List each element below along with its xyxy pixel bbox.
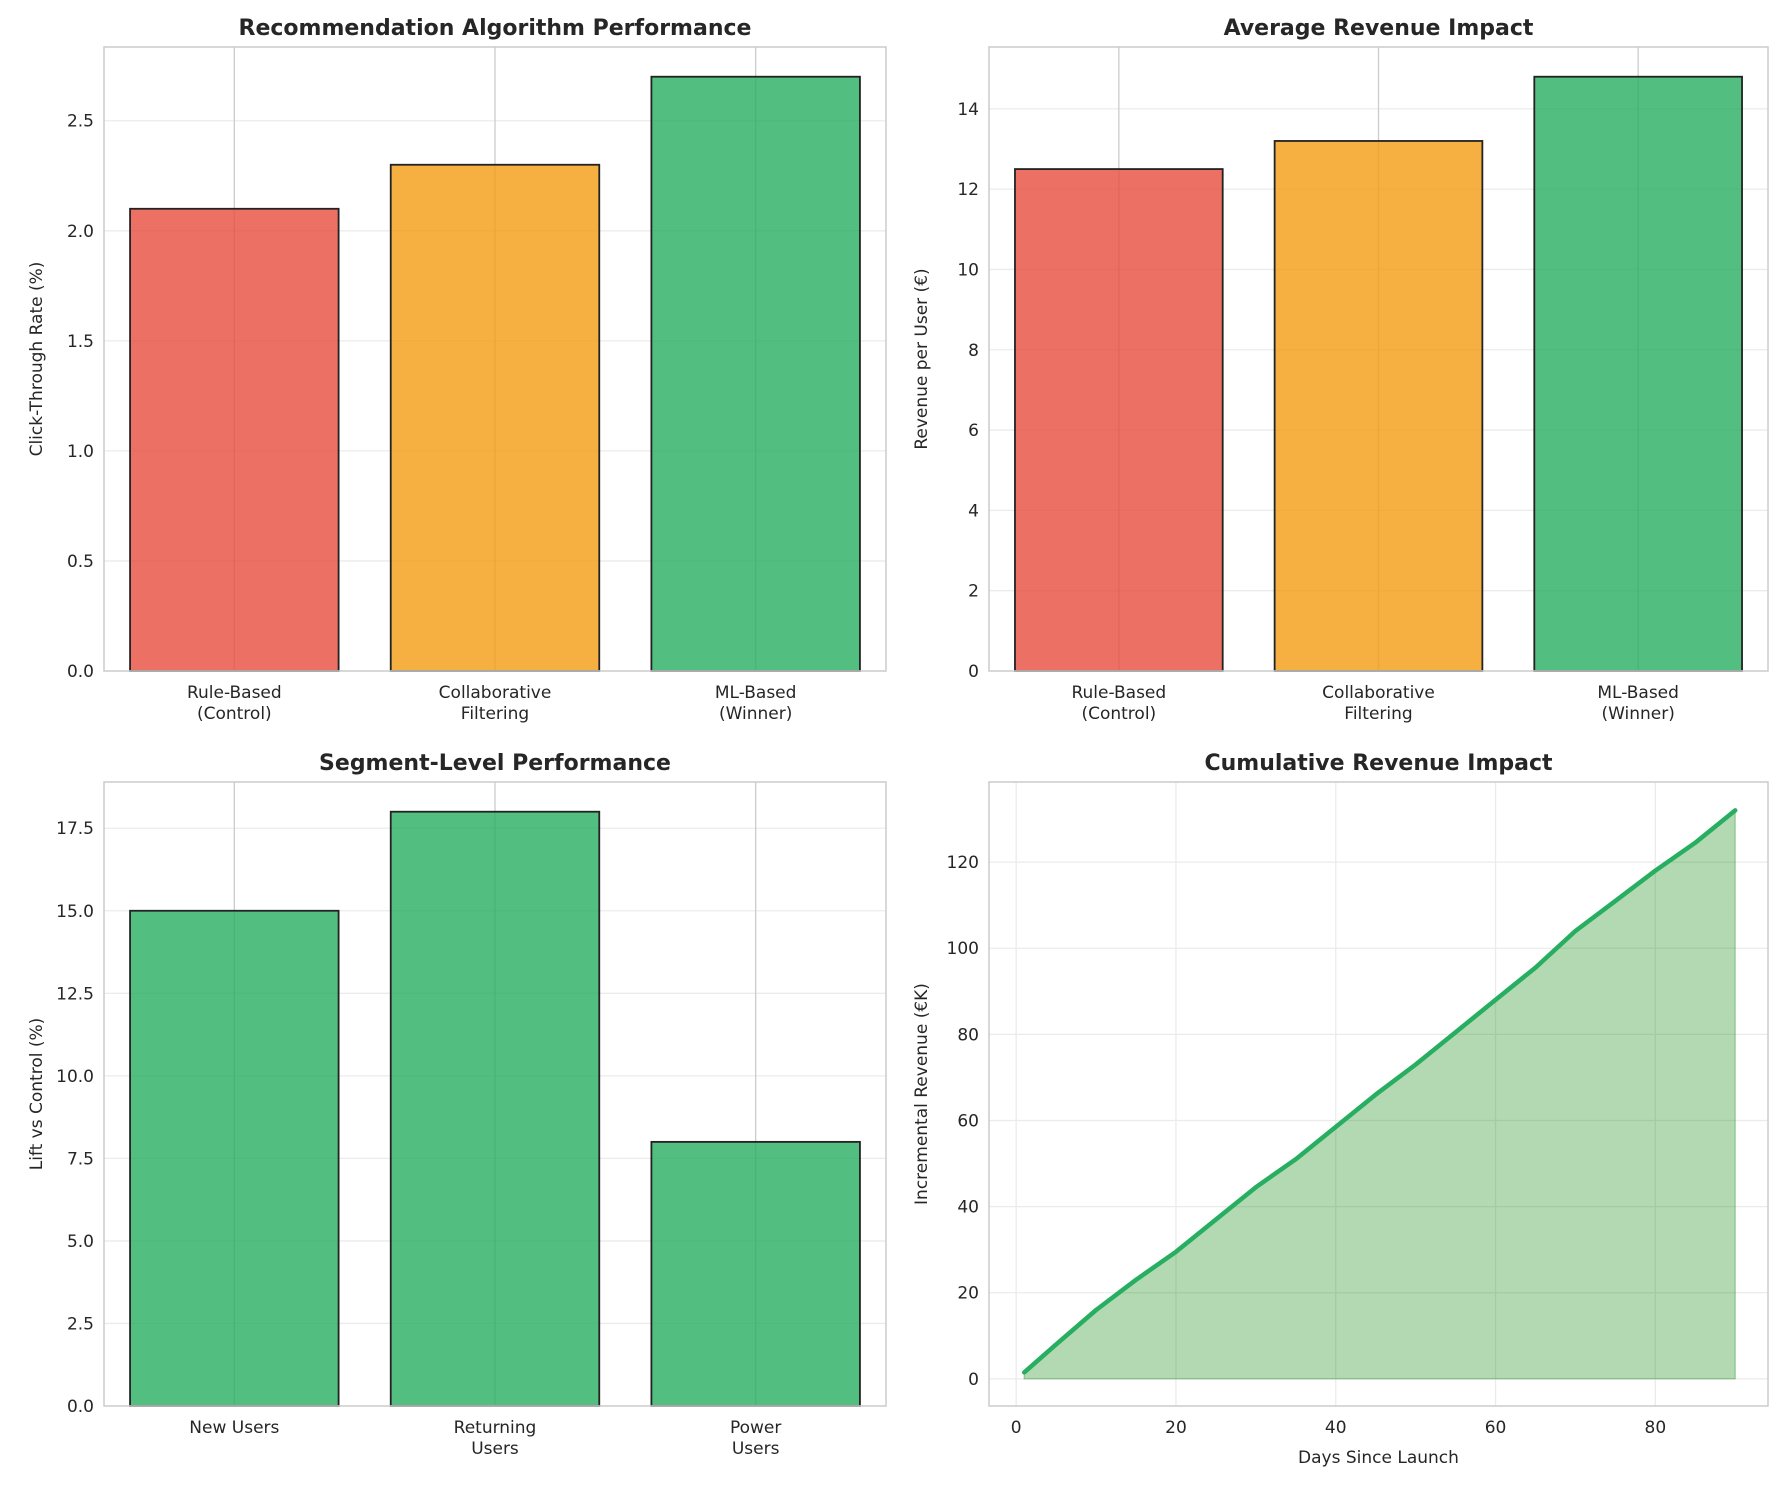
x-tick-label-line: New Users [189,1418,279,1438]
x-tick-label: New Users [189,1418,279,1438]
bar [1533,75,1743,672]
y-tick-label: 5.0 [67,1232,94,1252]
x-tick-label: 20 [1165,1418,1187,1438]
x-tick-label-line: (Winner) [719,704,792,724]
axes-frame [988,46,1769,672]
y-axis-label: Incremental Revenue (€K) [912,983,932,1205]
x-tick-label-line: Filtering [1344,704,1412,724]
y-tick-label: 6 [968,421,979,441]
y-tick-label: 20 [957,1284,979,1304]
x-tick-label-line: Collaborative [1322,683,1435,703]
y-tick-label: 1.0 [67,442,94,462]
chart-title: Average Revenue Impact [1224,16,1534,41]
x-tick-label-line: (Control) [197,704,272,724]
y-tick-label: 100 [947,939,979,959]
chart-panel-4: 0 20 40 60 80 100 120 0 20 40 60 80 Days Since Launc… [912,751,1769,1468]
y-tick-label: 12 [957,180,979,200]
x-tick-label-line: Filtering [461,704,529,724]
axes-frame [103,781,887,1407]
bar [650,1140,861,1407]
y-tick-label: 1.5 [67,332,94,352]
x-tick-label-line: Users [471,1439,519,1459]
x-tick-label: Collaborative Filtering [439,683,552,724]
y-tick-label: 0 [968,1370,979,1390]
axes-frame [103,46,887,672]
y-tick-label: 60 [957,1111,979,1131]
bar [389,163,601,672]
x-tick-label-line: Users [732,1439,780,1459]
y-tick-label: 0.0 [67,662,94,682]
x-tick-label-line: (Control) [1081,704,1156,724]
x-tick-label: Rule-Based (Control) [1071,683,1166,724]
y-tick-label: 15.0 [56,902,94,922]
x-tick-label: 0 [1011,1418,1022,1438]
y-tick-label: 0.0 [67,1397,94,1417]
x-tick-label: Power Users [730,1418,781,1459]
x-tick-label-line: ML-Based [715,683,797,703]
bar [129,207,340,672]
x-tick-label-line: ML-Based [1597,683,1679,703]
chart-title: Cumulative Revenue Impact [1204,751,1553,776]
bar [129,909,340,1407]
x-tick-label: Rule-Based (Control) [187,683,282,724]
y-tick-label: 10 [957,260,979,280]
y-tick-label: 2.0 [67,222,94,242]
x-tick-label: 80 [1645,1418,1667,1438]
y-tick-label: 0.5 [67,552,94,572]
y-axis-label: Lift vs Control (%) [27,1018,47,1171]
y-tick-label: 10.0 [56,1067,94,1087]
x-tick-label: 60 [1485,1418,1507,1438]
bar [389,810,601,1407]
x-axis-label: Days Since Launch [1298,1448,1459,1468]
chart-panel-2: 0 2 4 6 8 10 12 14 Rule-Based (Control) Collaborat… [912,16,1769,724]
chart-panel-3: 0.0 2.5 5.0 7.5 10.0 12.5 15.0 17.5 New Users Ret… [27,751,887,1459]
x-tick-label: ML-Based (Winner) [1597,683,1679,724]
x-tick-label: Collaborative Filtering [1322,683,1435,724]
x-tick-label-line: Rule-Based [187,683,282,703]
y-tick-label: 80 [957,1025,979,1045]
y-tick-label: 7.5 [67,1149,94,1169]
axes-frame [988,781,1769,1407]
bar [1273,140,1484,672]
y-tick-label: 14 [957,100,979,120]
bar [1014,168,1224,672]
y-tick-label: 12.5 [56,984,94,1004]
y-axis-label: Revenue per User (€) [912,268,932,449]
x-tick-label-line: Power [730,1418,781,1438]
y-tick-label: 0 [968,662,979,682]
x-tick-label: ML-Based (Winner) [715,683,797,724]
chart-title: Segment-Level Performance [319,751,671,776]
y-tick-label: 2.5 [67,112,94,132]
x-tick-label-line: Returning [454,1418,537,1438]
x-tick-label: Returning Users [454,1418,537,1459]
chart-title: Recommendation Algorithm Performance [239,16,752,41]
y-tick-label: 8 [968,341,979,361]
x-tick-label-line: Rule-Based [1071,683,1166,703]
y-tick-label: 40 [957,1198,979,1218]
x-tick-label: 40 [1325,1418,1347,1438]
chart-panel-1: 0.0 0.5 1.0 1.5 2.0 2.5 Rule-Based (Control) Col… [27,16,887,724]
bar [650,75,861,672]
line-series [1021,808,1738,1375]
y-tick-label: 2 [968,582,979,602]
y-tick-label: 2.5 [67,1314,94,1334]
area-fill [1023,809,1736,1380]
x-tick-label-line: Collaborative [439,683,552,703]
y-tick-label: 4 [968,501,979,521]
y-axis-label: Click-Through Rate (%) [27,262,47,457]
y-tick-label: 120 [947,853,979,873]
x-tick-label-line: (Winner) [1601,704,1674,724]
y-tick-label: 17.5 [56,819,94,839]
